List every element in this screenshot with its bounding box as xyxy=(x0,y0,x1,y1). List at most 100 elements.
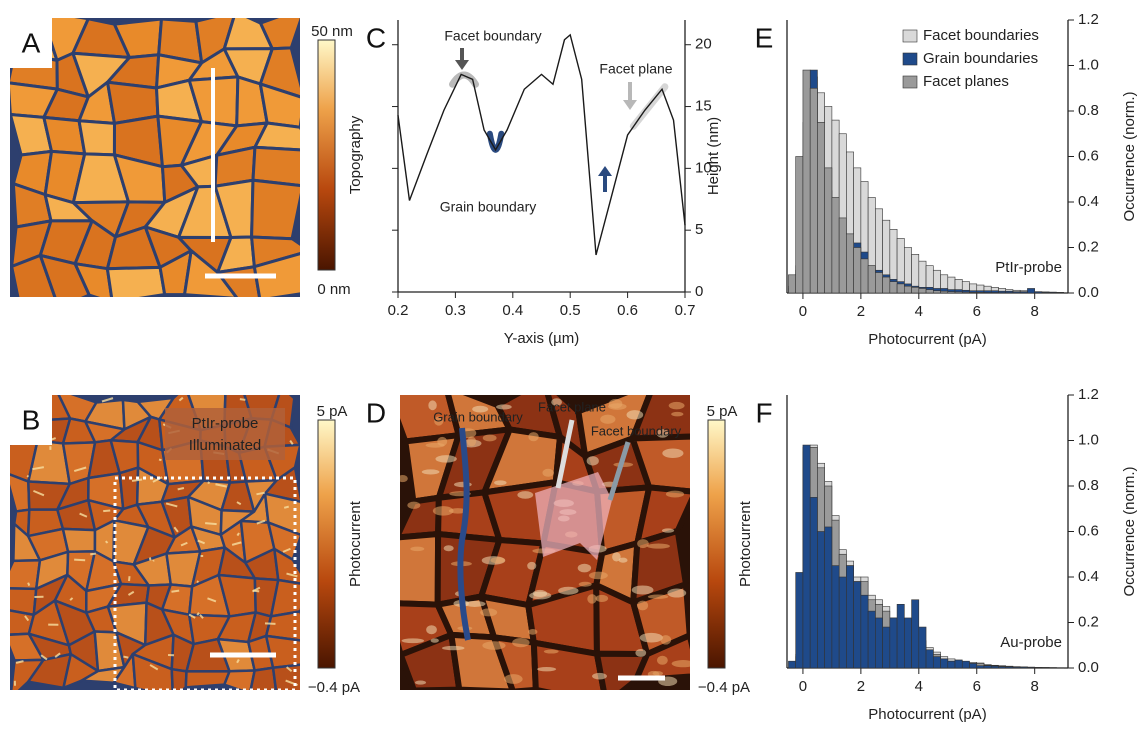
bright-streak xyxy=(103,509,111,513)
bright-streak xyxy=(32,466,45,471)
texture xyxy=(482,434,497,442)
y-tick-label: 10 xyxy=(695,159,712,176)
probe-label: PtIr-probe xyxy=(995,259,1062,276)
y-tick-label: 0.4 xyxy=(1078,568,1099,585)
histogram-bar xyxy=(838,217,847,294)
histogram-bar xyxy=(802,69,811,294)
texture xyxy=(600,414,616,424)
bright-streak xyxy=(101,397,114,403)
bright-streak xyxy=(15,660,24,664)
texture xyxy=(401,638,425,644)
panel-label: C xyxy=(366,22,386,53)
annotation: Grain boundary xyxy=(440,199,537,215)
panel-label: A xyxy=(22,27,41,58)
texture xyxy=(512,638,530,648)
colorbar xyxy=(317,39,336,271)
grain xyxy=(264,610,300,642)
histogram-bar xyxy=(853,581,862,669)
bright-streak xyxy=(69,597,74,601)
label-box xyxy=(10,18,52,68)
histogram-bar xyxy=(990,665,999,669)
histogram-bar xyxy=(824,526,833,669)
texture xyxy=(668,401,685,410)
grain xyxy=(73,262,114,297)
histogram-bar xyxy=(788,274,796,294)
bright-streak xyxy=(283,505,290,509)
histogram-bar xyxy=(904,285,912,294)
histogram-bar xyxy=(831,565,840,669)
y-tick-label: 5 xyxy=(695,221,703,238)
bright-streak xyxy=(148,557,152,561)
y-tick-label: 1.0 xyxy=(1078,56,1099,73)
texture xyxy=(504,674,523,684)
texture xyxy=(586,456,599,466)
histogram-bar xyxy=(1005,666,1014,669)
bright-streak xyxy=(131,478,143,482)
colorbar-max: 50 nm xyxy=(311,23,353,40)
histogram-bar xyxy=(817,531,825,669)
histogram-bar xyxy=(998,666,1007,669)
histogram-bar xyxy=(1027,288,1035,294)
x-tick-label: 0.6 xyxy=(617,302,638,319)
bright-streak xyxy=(256,519,266,525)
grain xyxy=(258,46,300,99)
texture xyxy=(490,557,505,564)
condition-tag: Illuminated xyxy=(189,437,262,454)
histogram-bar xyxy=(831,197,840,294)
x-tick-label: 0.3 xyxy=(445,302,466,319)
texture xyxy=(618,557,628,563)
texture xyxy=(588,571,608,580)
histogram-bar xyxy=(860,258,869,294)
bright-streak xyxy=(123,655,129,659)
legend-swatch xyxy=(902,75,918,89)
texture xyxy=(414,680,427,685)
texture xyxy=(434,416,444,426)
texture xyxy=(472,405,489,413)
histogram-bar xyxy=(853,247,862,294)
texture xyxy=(496,404,512,410)
annotation-arrowhead xyxy=(598,166,612,176)
bright-streak xyxy=(26,474,30,478)
texture xyxy=(435,455,457,463)
bright-streak xyxy=(215,483,227,488)
grain xyxy=(118,466,140,511)
bright-streak xyxy=(171,589,180,593)
histogram-bar xyxy=(918,288,927,294)
histogram-bar xyxy=(867,265,876,294)
x-tick-label: 2 xyxy=(857,678,865,695)
histogram-bar xyxy=(932,656,941,669)
bright-streak xyxy=(105,540,109,544)
bright-streak xyxy=(24,615,30,622)
bright-streak xyxy=(73,466,87,473)
legend-label: Facet planes xyxy=(923,73,1009,90)
bright-streak xyxy=(177,487,185,491)
x-tick-label: 6 xyxy=(973,678,981,695)
bright-streak xyxy=(236,501,242,506)
texture xyxy=(595,594,609,603)
image-annotation: Grain boundary xyxy=(433,409,523,424)
x-tick-label: 0 xyxy=(799,303,807,320)
image-annotation: Facet plane xyxy=(538,399,606,414)
texture xyxy=(637,600,649,611)
y-tick-label: 0.8 xyxy=(1078,102,1099,119)
histogram-bar xyxy=(1048,292,1057,294)
texture xyxy=(537,666,557,672)
histogram-bar xyxy=(932,290,941,294)
x-axis-label: Photocurrent (pA) xyxy=(868,331,986,348)
histogram-bar xyxy=(809,497,818,669)
bright-streak xyxy=(165,502,178,508)
histogram-bar xyxy=(1012,666,1021,669)
histogram-bar xyxy=(961,660,970,669)
y-tick-label: 0.0 xyxy=(1078,284,1099,301)
histogram-bar xyxy=(867,610,876,669)
colorbar-title: Topography xyxy=(347,115,364,194)
x-tick-label: 8 xyxy=(1031,303,1039,320)
texture xyxy=(528,432,539,442)
grain xyxy=(400,531,442,608)
tag-box xyxy=(165,408,285,460)
texture xyxy=(443,545,454,552)
y-tick-label: 0.6 xyxy=(1078,147,1099,164)
texture xyxy=(587,594,597,604)
texture xyxy=(635,649,647,657)
bright-streak xyxy=(27,582,31,587)
